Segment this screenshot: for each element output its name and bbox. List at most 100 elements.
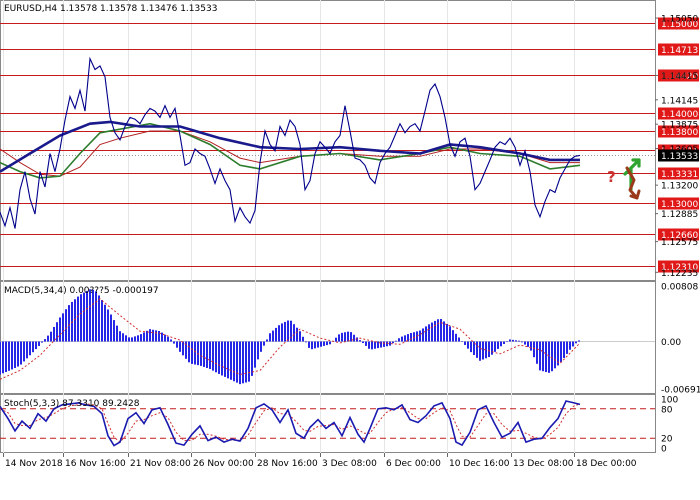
macd-bar	[200, 341, 202, 366]
macd-bar	[188, 341, 190, 363]
macd-bar	[170, 339, 172, 342]
macd-bar	[395, 340, 397, 342]
macd-bar	[485, 341, 487, 359]
price-tick-label: 1.12575	[661, 238, 698, 248]
macd-bar	[155, 330, 157, 342]
macd-bar	[0, 341, 1, 375]
macd-bar	[467, 341, 469, 349]
macd-bar	[140, 334, 142, 342]
macd-bar	[44, 339, 46, 342]
macd-bar	[572, 341, 574, 347]
macd-bar	[575, 341, 577, 344]
macd-bar	[494, 341, 496, 352]
macd-bar	[98, 295, 100, 342]
macd-bar	[260, 341, 262, 352]
price-pane-frame	[0, 0, 656, 281]
macd-bar	[134, 336, 136, 342]
macd-bar	[518, 340, 520, 342]
macd-bar	[182, 341, 184, 356]
macd-bar	[287, 320, 289, 342]
macd-bar	[524, 341, 526, 345]
macd-bar	[557, 341, 559, 366]
macd-bar	[101, 300, 103, 342]
macd-bar	[14, 341, 16, 368]
level-label: 1.13331	[661, 170, 698, 180]
current-price-label-bg	[658, 149, 699, 162]
macd-bar	[194, 341, 196, 365]
macd-bar	[398, 338, 400, 342]
macd-bar	[527, 341, 529, 347]
macd-bar	[341, 332, 343, 342]
macd-bar	[365, 341, 367, 346]
macd-bar	[41, 341, 43, 343]
macd-bar	[290, 320, 292, 342]
macd-bar	[302, 336, 304, 342]
macd-bar	[176, 341, 178, 348]
macd-bar	[419, 330, 421, 342]
macd-bar	[35, 341, 37, 350]
macd-bar	[107, 309, 109, 342]
macd-bar	[146, 330, 148, 342]
macd-bar	[347, 331, 349, 342]
price-tick-label: 1.14145	[661, 96, 698, 106]
macd-signal-line	[0, 298, 581, 380]
price-tick-label: 1.12235	[661, 269, 698, 279]
macd-bar	[503, 341, 505, 344]
macd-bar	[278, 325, 280, 342]
macd-bar	[569, 341, 571, 350]
macd-bar	[296, 327, 298, 342]
macd-bar	[62, 313, 64, 342]
macd-bar	[536, 341, 538, 364]
time-tick-label: 18 Dec 00:00	[576, 459, 637, 469]
macd-bar	[440, 318, 442, 342]
macd-bar	[392, 341, 394, 344]
macd-bar	[77, 296, 79, 342]
macd-bar	[533, 341, 535, 358]
macd-bar	[491, 341, 493, 355]
macd-bar	[173, 341, 175, 344]
macd-bar	[404, 335, 406, 342]
macd-bar	[317, 341, 319, 348]
macd-bar	[257, 341, 259, 360]
level-label: 1.13800	[661, 128, 698, 138]
macd-bar	[128, 337, 130, 342]
macd-bar	[542, 341, 544, 372]
macd-bar	[116, 325, 118, 342]
price-tick-label: 1.12885	[661, 210, 698, 220]
macd-bar	[497, 341, 499, 349]
macd-bar	[428, 324, 430, 342]
macd-bar	[59, 317, 61, 342]
time-tick-label: 3 Dec 08:00	[322, 459, 377, 469]
macd-bar	[248, 341, 250, 382]
macd-bar	[500, 341, 502, 347]
macd-bar	[425, 326, 427, 342]
macd-bar	[443, 321, 445, 342]
price-axis: 1.150501.144151.141451.138751.136051.132…	[655, 15, 699, 279]
macd-bar	[515, 340, 517, 342]
macd-bar	[215, 341, 217, 373]
time-tick-label: 28 Nov 16:00	[257, 459, 318, 469]
macd-bar	[110, 314, 112, 342]
macd-bar	[179, 341, 181, 352]
level-label-bg	[658, 43, 699, 56]
macd-bar	[377, 341, 379, 349]
level-label-bg	[658, 228, 699, 241]
macd-bar	[281, 323, 283, 342]
macd-bar	[218, 341, 220, 374]
macd-bar	[464, 341, 466, 345]
price-series	[0, 56, 581, 229]
macd-bar	[293, 324, 295, 342]
macd-bar	[230, 341, 232, 380]
macd-bar	[449, 326, 451, 342]
macd-pane-frame	[0, 281, 656, 394]
price-tick-label: 1.15050	[661, 15, 698, 25]
level-label-bg	[658, 125, 699, 138]
level-label: 1.12310	[661, 263, 698, 273]
macd-bar	[407, 334, 409, 342]
macd-bar	[374, 341, 376, 349]
macd-bar	[80, 294, 82, 342]
macd-bar	[308, 341, 310, 348]
macd-bar	[389, 341, 391, 346]
macd-bar	[344, 332, 346, 342]
